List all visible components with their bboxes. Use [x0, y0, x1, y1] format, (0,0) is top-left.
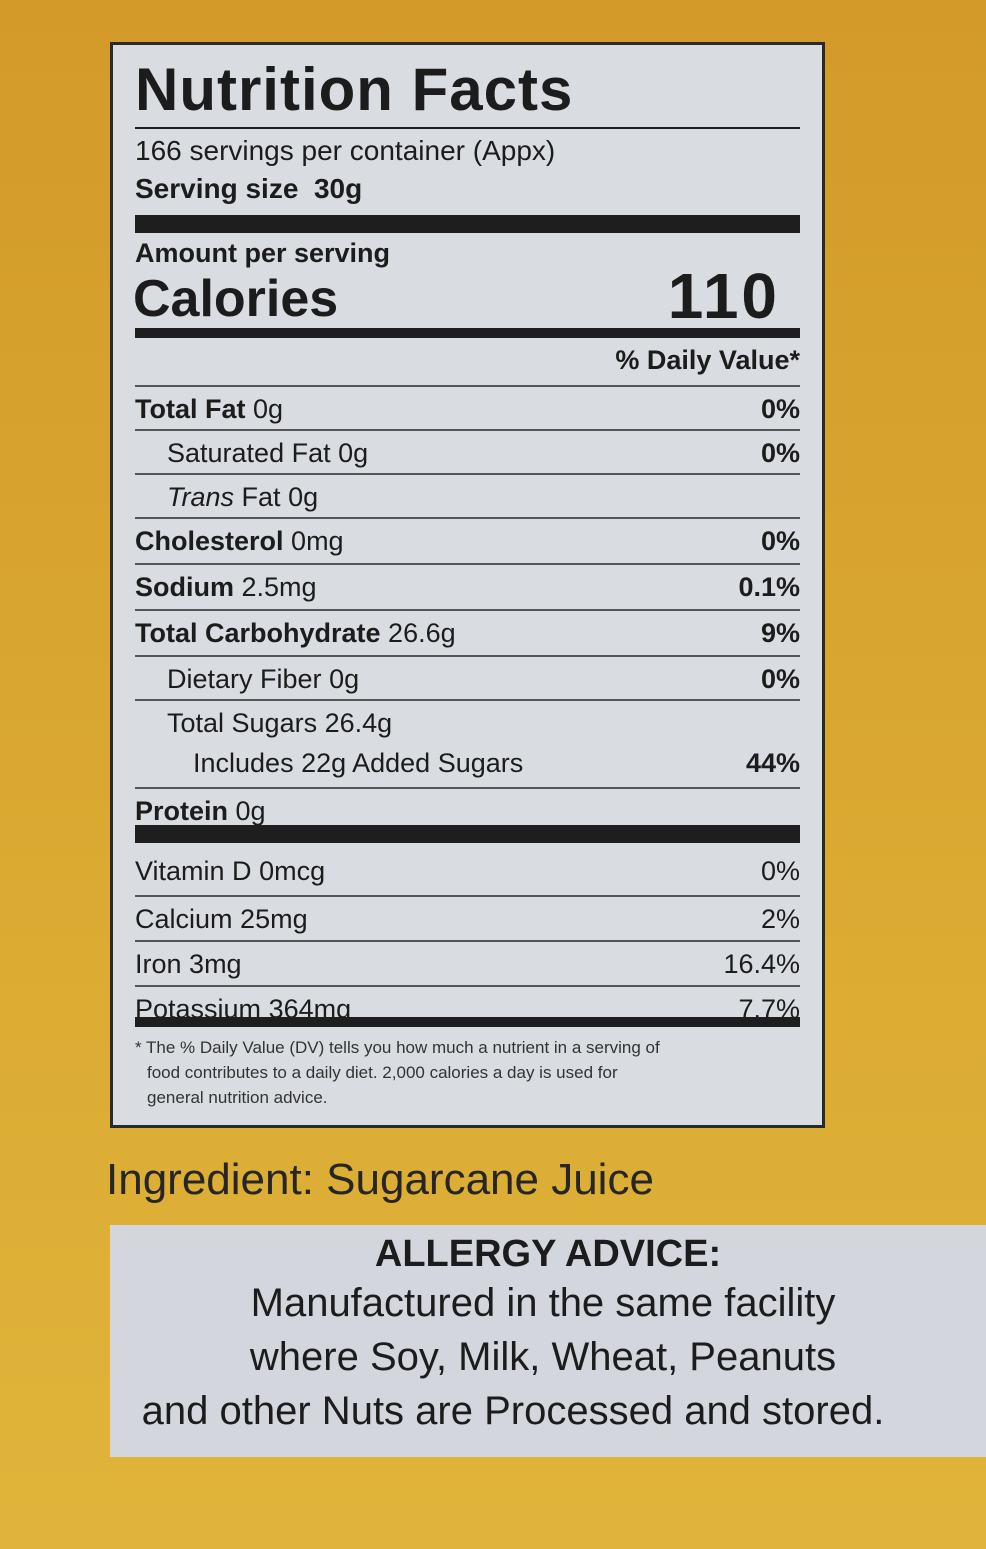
nutrient-name: Sodium	[135, 572, 234, 602]
nutrient-dv: 0%	[760, 526, 800, 556]
rule	[135, 328, 800, 338]
nutrient-row: Cholesterol 0mg 0%	[135, 517, 800, 563]
nutrient-amount: 0g	[253, 394, 284, 424]
nutrient-row: Trans Fat 0g	[135, 473, 800, 519]
nutrient-name: Dietary Fiber	[167, 664, 322, 694]
title: Nutrition Facts	[135, 56, 574, 123]
nutrient-amount: 0g	[338, 438, 369, 468]
rule	[135, 825, 800, 843]
nutrient-name: Total Sugars	[167, 708, 318, 738]
vitamin-row: Iron 3mg 16.4%	[135, 940, 800, 986]
nutrient-name: Saturated Fat	[167, 438, 331, 468]
nutrient-dv: 0%	[760, 394, 800, 424]
nutrient-amount: 0g	[329, 664, 360, 694]
ingredient: Ingredient: Sugarcane Juice	[106, 1155, 654, 1204]
nutrient-name-italic: Trans	[167, 482, 235, 512]
allergy-line: where Soy, Milk, Wheat, Peanuts	[249, 1335, 837, 1379]
rule	[135, 127, 800, 129]
nutrient-dv: 0%	[760, 664, 800, 694]
footnote: food contributes to a daily diet. 2,000 …	[147, 1063, 618, 1082]
nutrient-name: Total Fat	[135, 394, 246, 424]
nutrient-amount: 26.4g	[324, 708, 393, 738]
nutrient-row: Includes 22g Added Sugars 44%	[135, 741, 800, 785]
allergy-title: ALLERGY ADVICE:	[374, 1233, 722, 1275]
nutrient-row: Protein 0g	[135, 787, 800, 833]
nutrient-row: Dietary Fiber 0g 0%	[135, 655, 800, 701]
vitamin-amount: 25mg	[240, 904, 308, 934]
serving-size: Serving size 30g	[135, 173, 362, 205]
nutrient-dv: 44%	[745, 748, 800, 778]
serving-size-label: Serving size	[135, 173, 299, 204]
nutrient-row: Total Carbohydrate 26.6g 9%	[135, 609, 800, 655]
servings: 166 servings per container (Appx)	[135, 135, 556, 166]
serving-size-value: 30g	[313, 173, 363, 204]
vitamin-amount: 0mcg	[259, 856, 326, 886]
amount-per-serving: Amount per serving	[135, 238, 391, 268]
nutrient-name: Includes 22g Added Sugars	[193, 748, 524, 778]
nutrient-row: Saturated Fat 0g 0%	[135, 429, 800, 475]
nutrient-row: Sodium 2.5mg 0.1%	[135, 563, 800, 609]
footnote: * The % Daily Value (DV) tells you how m…	[135, 1038, 660, 1057]
vitamin-dv: 16.4%	[723, 949, 800, 979]
nutrient-dv: 0%	[760, 438, 800, 468]
vitamin-row: Vitamin D 0mcg 0%	[135, 849, 800, 893]
nutrient-dv: 0.1%	[738, 572, 800, 602]
nutrition-label: Nutrition Facts 166 servings per contain…	[110, 42, 825, 1128]
nutrient-amount: 26.6g	[388, 618, 456, 648]
nutrient-name: Fat	[241, 482, 281, 512]
nutrient-amount: 2.5mg	[241, 572, 317, 602]
vitamin-dv: 2%	[760, 904, 800, 934]
vitamin-dv: 0%	[760, 856, 800, 886]
nutrient-row: Total Sugars 26.4g	[135, 699, 800, 745]
nutrient-amount: 0g	[235, 796, 266, 826]
calories-label: Calories	[133, 270, 339, 328]
allergy-line: and other Nuts are Processed and stored.	[141, 1389, 885, 1433]
rule	[135, 215, 800, 233]
allergy-box: ALLERGY ADVICE: Manufactured in the same…	[110, 1225, 986, 1457]
calories-value: 110	[667, 260, 780, 332]
rule	[135, 1017, 800, 1027]
vitamin-amount: 3mg	[189, 949, 242, 979]
footnote: general nutrition advice.	[147, 1088, 328, 1107]
nutrient-row: Total Fat 0g 0%	[135, 385, 800, 431]
vitamin-name: Vitamin D	[135, 856, 252, 886]
nutrient-name: Total Carbohydrate	[135, 618, 381, 648]
nutrient-name: Protein	[135, 796, 229, 826]
vitamin-name: Calcium	[135, 904, 233, 934]
nutrient-amount: 0mg	[291, 526, 344, 556]
nutrient-name: Cholesterol	[135, 526, 284, 556]
vitamin-name: Iron	[135, 949, 182, 979]
vitamin-row: Calcium 25mg 2%	[135, 895, 800, 941]
nutrient-amount: 0g	[288, 482, 319, 512]
dv-header: % Daily Value*	[615, 345, 800, 375]
nutrient-dv: 9%	[760, 618, 800, 648]
allergy-line: Manufactured in the same facility	[250, 1281, 836, 1325]
